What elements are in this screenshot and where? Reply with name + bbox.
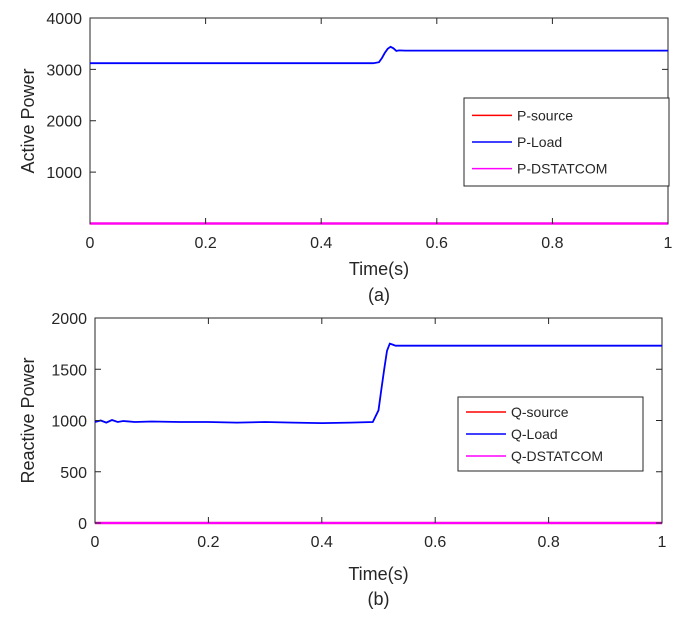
x-tick-label: 1 xyxy=(664,235,673,252)
x-axis-label-a: Time(s) xyxy=(349,259,409,279)
y-tick-label: 2000 xyxy=(46,114,82,131)
legend-a: P-source P-Load P-DSTATCOM xyxy=(463,97,670,187)
series-line-q-load xyxy=(94,342,662,425)
legend-label-q-load: Q-Load xyxy=(511,426,558,442)
legend-label-q-dstatcom: Q-DSTATCOM xyxy=(511,448,603,464)
y-tick-label: 0 xyxy=(78,516,87,533)
ticks-b: 0 0.2 0.4 0.6 0.8 1 0 500 1000 1500 2000 xyxy=(51,311,666,551)
y-tick-label: 1000 xyxy=(51,414,87,431)
caption-a: (a) xyxy=(368,285,390,305)
legend-label-p-dstatcom: P-DSTATCOM xyxy=(517,161,607,177)
x-tick-label: 0.8 xyxy=(537,534,559,551)
x-tick-label: 1 xyxy=(658,534,667,551)
series-group-b xyxy=(94,342,662,525)
x-tick-label: 0 xyxy=(86,235,95,252)
legend-b: Q-source Q-Load Q-DSTATCOM xyxy=(457,396,644,472)
x-tick-label: 0.8 xyxy=(541,235,563,252)
x-tick-label: 0.6 xyxy=(424,534,446,551)
legend-label-p-source: P-source xyxy=(517,107,573,123)
caption-b: (b) xyxy=(368,589,390,609)
x-tick-label: 0.4 xyxy=(311,534,333,551)
ticks-a: 0 0.2 0.4 0.6 0.8 1 1000 2000 3000 4000 xyxy=(46,11,672,252)
y-tick-label: 1500 xyxy=(51,362,87,379)
x-axis-label-b: Time(s) xyxy=(348,564,408,584)
x-tick-label: 0.6 xyxy=(426,235,448,252)
x-tick-label: 0.2 xyxy=(197,534,219,551)
legend-label-p-load: P-Load xyxy=(517,134,562,150)
x-tick-label: 0 xyxy=(91,534,100,551)
panel-b: 0 0.2 0.4 0.6 0.8 1 0 500 1000 1500 2000 Reactive … xyxy=(18,311,667,609)
y-tick-label: 500 xyxy=(60,465,87,482)
x-tick-label: 0.2 xyxy=(194,235,216,252)
y-tick-label: 2000 xyxy=(51,311,87,328)
y-axis-label-b: Reactive Power xyxy=(18,357,38,483)
panel-a: 0 0.2 0.4 0.6 0.8 1 1000 2000 3000 4000 Active Po… xyxy=(18,11,673,305)
x-tick-label: 0.4 xyxy=(310,235,332,252)
y-tick-label: 4000 xyxy=(46,11,82,28)
series-group-a xyxy=(90,45,668,225)
y-axis-label-a: Active Power xyxy=(18,68,38,173)
legend-label-q-source: Q-source xyxy=(511,404,569,420)
series-line-p-load xyxy=(90,45,668,65)
y-tick-label: 1000 xyxy=(46,165,82,182)
y-tick-label: 3000 xyxy=(46,62,82,79)
